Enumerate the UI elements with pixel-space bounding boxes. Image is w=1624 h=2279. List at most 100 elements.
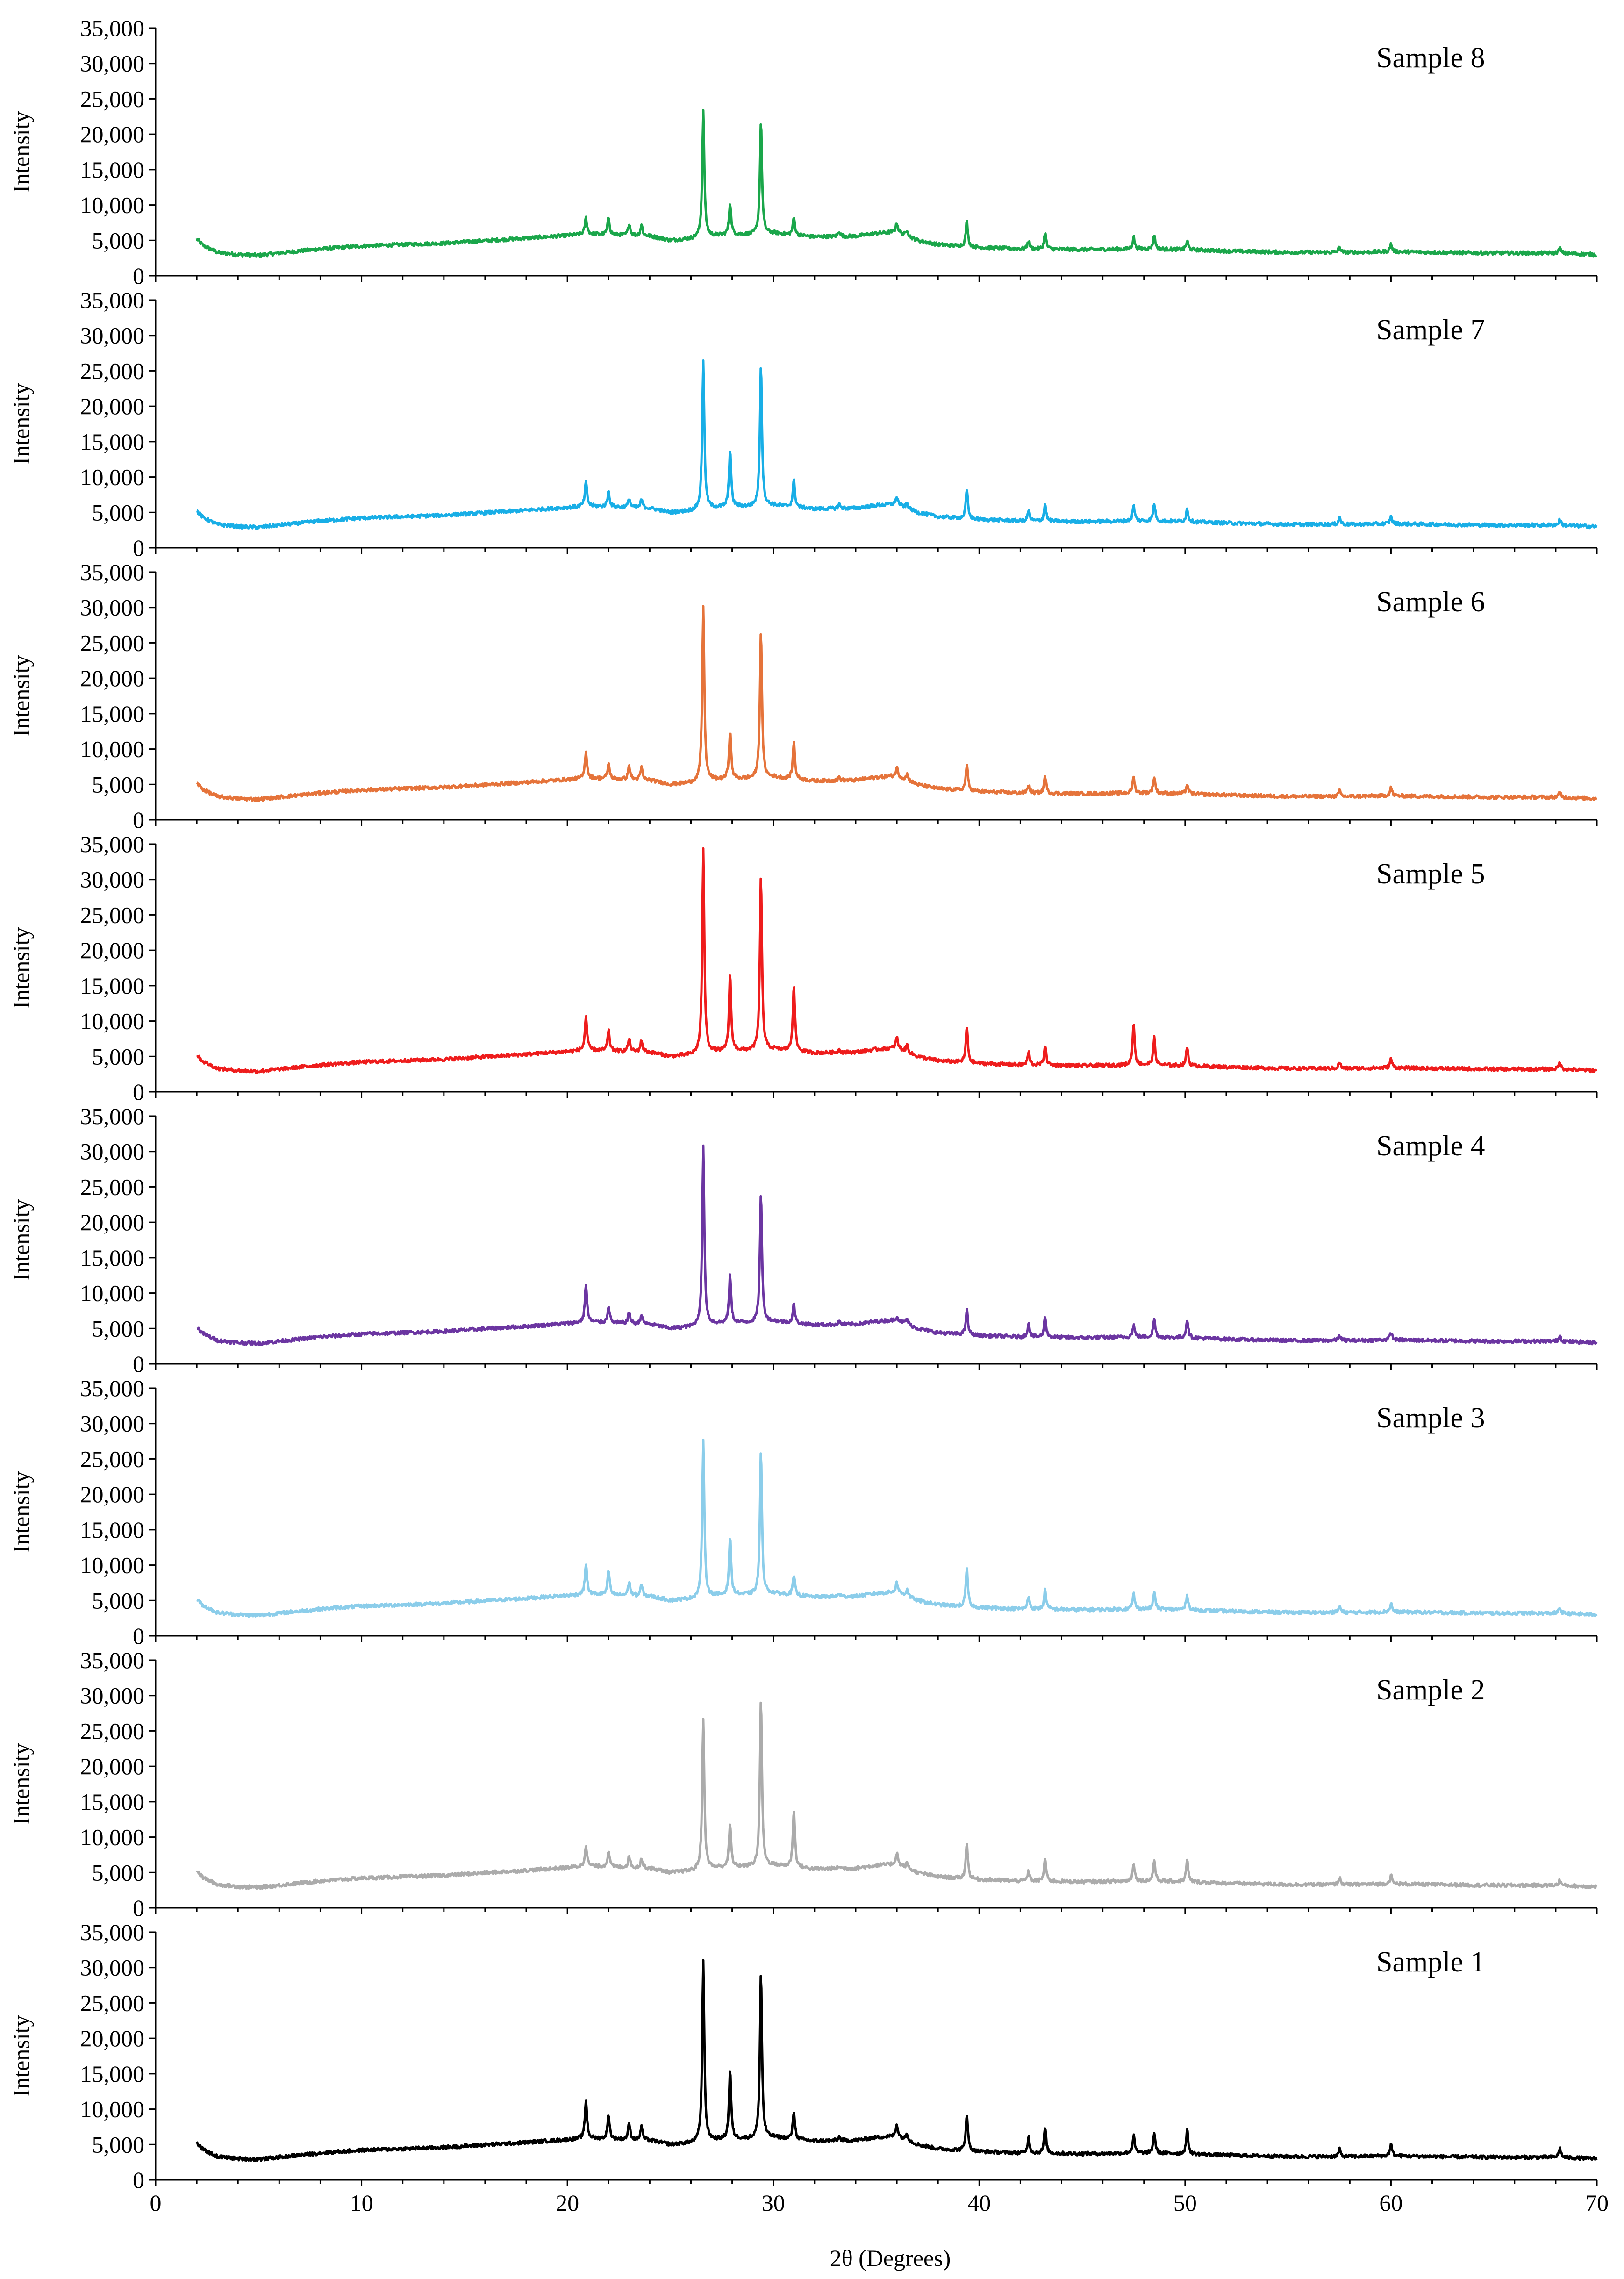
x-axis-title: 2θ (Degrees) [830,2245,951,2271]
y-tick-label: 5,000 [92,227,145,253]
y-tick-label: 5,000 [92,1315,145,1341]
y-tick-label: 25,000 [80,86,145,112]
x-tick-label: 0 [150,2190,162,2216]
series-label-1: Sample 8 [1376,42,1485,74]
panel-2: 0 5,000 10,000 15,000 20,000 25,000 30,000 35,0… [8,287,1598,561]
y-tick-label: 0 [133,263,144,289]
y-tick-label: 20,000 [80,121,145,147]
y-tick-label: 10,000 [80,1552,145,1578]
y-tick-label: 5,000 [92,771,145,797]
y-tick-label: 35,000 [80,1375,145,1401]
series-label-5: Sample 4 [1376,1130,1485,1162]
y-tick-label: 15,000 [80,1517,145,1543]
y-tick-label: 20,000 [80,1753,145,1779]
series-line-6 [196,1438,1598,1618]
series-label-8: Sample 1 [1376,1946,1485,1978]
y-tick-label: 5,000 [92,1859,145,1885]
y-tick-label: 15,000 [80,701,145,727]
y-tick-label: 25,000 [80,902,145,928]
series-line-4 [196,847,1598,1074]
y-tick-label: 30,000 [80,50,145,77]
y-tick-label: 15,000 [80,2061,145,2087]
series-label-6: Sample 3 [1376,1402,1485,1434]
y-tick-label: 20,000 [80,937,145,963]
y-tick-label: 35,000 [80,287,145,313]
y-tick-label: 15,000 [80,429,145,455]
y-tick-label: 30,000 [80,1411,145,1437]
y-tick-label: 10,000 [80,464,145,490]
y-tick-label: 10,000 [80,2096,145,2122]
y-tick-label: 0 [133,1351,144,1377]
y-tick-label: 15,000 [80,1245,145,1271]
y-tick-label: 0 [133,1623,144,1649]
y-tick-label: 0 [133,2167,144,2193]
y-tick-label: 25,000 [80,1446,145,1472]
series-label-3: Sample 6 [1376,586,1485,618]
y-tick-label: 25,000 [80,1990,145,2016]
y-axis-title: Intensity [8,1199,34,1281]
y-tick-label: 0 [133,535,144,561]
y-tick-label: 30,000 [80,867,145,893]
y-tick-label: 15,000 [80,1789,145,1815]
y-tick-label: 35,000 [80,831,145,857]
series-line-7 [196,1701,1598,1890]
series-line-1 [195,109,1597,258]
y-tick-label: 35,000 [80,1919,145,1945]
x-tick-label: 10 [350,2190,373,2216]
y-tick-label: 10,000 [80,1008,145,1034]
y-tick-label: 35,000 [80,1647,145,1673]
y-tick-label: 10,000 [80,736,145,762]
x-tick-label: 40 [967,2190,991,2216]
y-axis-title: Intensity [8,2015,34,2097]
panel-7: 0 5,000 10,000 15,000 20,000 25,000 30,000 35,0… [8,1647,1598,1921]
panel-3: 0 5,000 10,000 15,000 20,000 25,000 30,000 35,0… [8,559,1598,833]
y-tick-label: 25,000 [80,1718,145,1744]
y-tick-label: 35,000 [80,1103,145,1129]
x-tick-label: 60 [1379,2190,1402,2216]
x-tick-label: 50 [1173,2190,1197,2216]
y-tick-label: 15,000 [80,157,145,183]
x-tick-label: 20 [556,2190,579,2216]
y-tick-label: 5,000 [92,499,145,525]
y-tick-label: 35,000 [80,15,145,41]
y-tick-label: 0 [133,1079,144,1105]
y-tick-label: 30,000 [80,1683,145,1709]
y-tick-label: 15,000 [80,973,145,999]
y-tick-label: 25,000 [80,630,145,656]
panel-6: 0 5,000 10,000 15,000 20,000 25,000 30,000 35,0… [8,1375,1598,1649]
y-tick-label: 10,000 [80,192,145,218]
y-axis-title: Intensity [8,1471,34,1553]
y-tick-label: 20,000 [80,1209,145,1235]
panel-1: 0 5,000 10,000 15,000 20,000 25,000 30,000 35,0… [8,15,1598,289]
y-tick-label: 30,000 [80,595,145,621]
y-tick-label: 30,000 [80,322,145,349]
y-tick-label: 5,000 [92,1043,145,1069]
y-tick-label: 5,000 [92,2131,145,2157]
y-tick-label: 30,000 [80,1955,145,1981]
y-tick-label: 35,000 [80,559,145,585]
y-axis-title: Intensity [8,1743,34,1825]
y-tick-label: 30,000 [80,1139,145,1165]
series-line-2 [196,359,1598,530]
y-tick-label: 20,000 [80,665,145,691]
y-axis-title: Intensity [8,655,34,737]
y-tick-label: 5,000 [92,1587,145,1613]
y-axis-title: Intensity [8,927,34,1009]
series-label-2: Sample 7 [1376,314,1485,346]
series-label-7: Sample 2 [1376,1674,1485,1706]
panel-4: 0 5,000 10,000 15,000 20,000 25,000 30,000 35,0… [8,831,1598,1105]
series-line-3 [196,605,1598,802]
y-tick-label: 10,000 [80,1824,145,1850]
y-tick-label: 25,000 [80,1174,145,1200]
y-axis-title: Intensity [8,111,34,193]
series-label-4: Sample 5 [1376,858,1485,890]
panel-5: 0 5,000 10,000 15,000 20,000 25,000 30,000 35,0… [8,1103,1598,1377]
series-line-5 [196,1144,1598,1347]
y-tick-label: 25,000 [80,358,145,384]
y-tick-label: 0 [133,1895,144,1921]
y-tick-label: 0 [133,807,144,833]
panel-8: 0 5,000 10,000 15,000 20,000 25,000 30,000 35,0… [8,1919,1609,2216]
series-line-8 [195,1959,1598,2162]
